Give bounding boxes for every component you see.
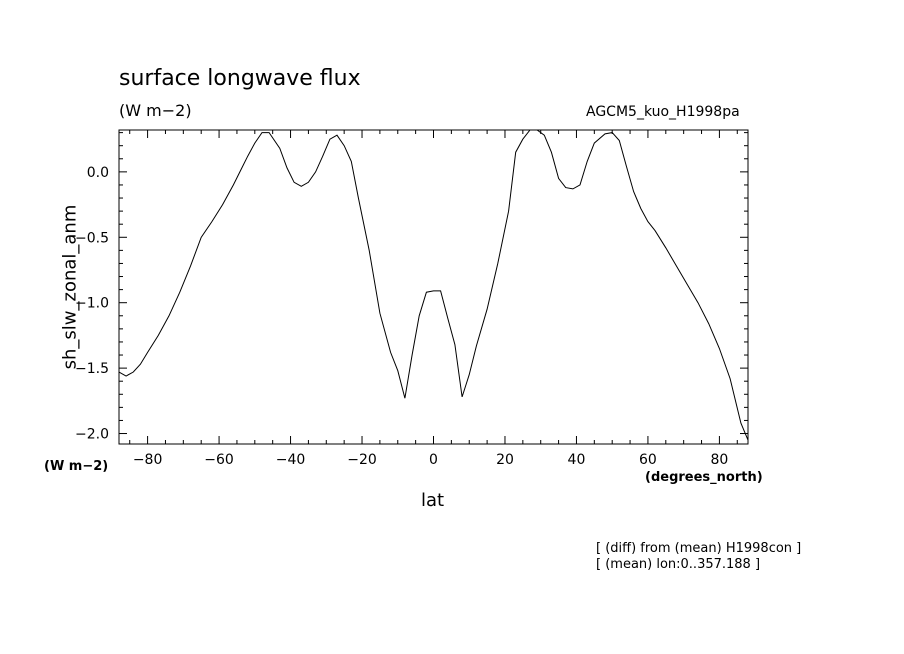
chart-title: surface longwave flux [119, 66, 361, 91]
y-tick-label: −1.0 [75, 296, 109, 312]
run-label: AGCM5_kuo_H1998pa [586, 104, 740, 120]
series-line [119, 130, 748, 441]
x-tick-label: −40 [276, 452, 306, 468]
x-axis-unit: (degrees_north) [645, 470, 763, 485]
plot-frame [118, 129, 749, 445]
x-tick-label: 60 [639, 452, 657, 468]
footnote-mean: [ (mean) lon:0..357.188 ] [596, 557, 761, 572]
y-axis-title: sh_slw_zonal_anm [59, 204, 81, 370]
y-tick-label: 0.0 [87, 165, 109, 181]
x-tick-label: −20 [347, 452, 377, 468]
y-tick-label: −2.0 [75, 427, 109, 443]
y-tick-label: −1.5 [75, 361, 109, 377]
y-axis-unit: (W m−2) [44, 459, 109, 474]
x-tick-label: 0 [429, 452, 438, 468]
x-tick-label: 80 [710, 452, 728, 468]
chart-units: (W m−2) [119, 101, 192, 120]
x-axis-title: lat [421, 490, 445, 511]
x-tick-label: −80 [133, 452, 163, 468]
x-tick-label: 40 [568, 452, 586, 468]
x-tick-label: 20 [496, 452, 514, 468]
footnote-diff: [ (diff) from (mean) H1998con ] [596, 541, 802, 556]
y-tick-label: −0.5 [75, 230, 109, 246]
x-tick-label: −60 [204, 452, 234, 468]
